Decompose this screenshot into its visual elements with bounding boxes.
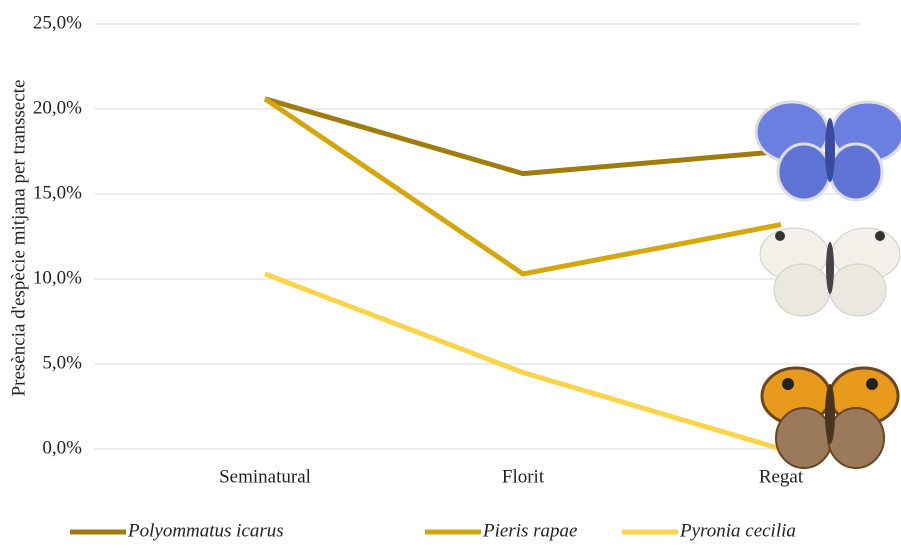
legend-text: Polyommatus icarus: [127, 520, 284, 541]
y-axis-label: Presència d'espècie mitjana per transsec…: [8, 80, 29, 397]
y-tick-label: 15,0%: [33, 182, 82, 203]
y-tick-label: 0,0%: [42, 437, 82, 458]
y-tick-label: 20,0%: [33, 97, 82, 118]
butterfly-white: [759, 227, 901, 317]
series-line: [264, 271, 782, 452]
y-tick-label: 25,0%: [33, 12, 82, 33]
plot-area: 0,0% 5,0% 10,0% 15,0% 20,0% 25,0% Seminatural F…: [33, 12, 860, 487]
legend-text: Pieris rapae: [482, 520, 577, 541]
y-tick-label: 5,0%: [42, 352, 82, 373]
series-line: [264, 96, 782, 177]
x-tick-label: Regat: [759, 466, 804, 487]
butterfly-blue: [754, 100, 901, 202]
legend-text: Pyronia cecilia: [679, 520, 796, 541]
x-tick-label: Florit: [502, 466, 545, 487]
butterfly-orange: [760, 366, 900, 469]
x-tick-label: Seminatural: [219, 466, 311, 487]
series-line: [263, 96, 782, 277]
y-tick-label: 10,0%: [33, 267, 82, 288]
